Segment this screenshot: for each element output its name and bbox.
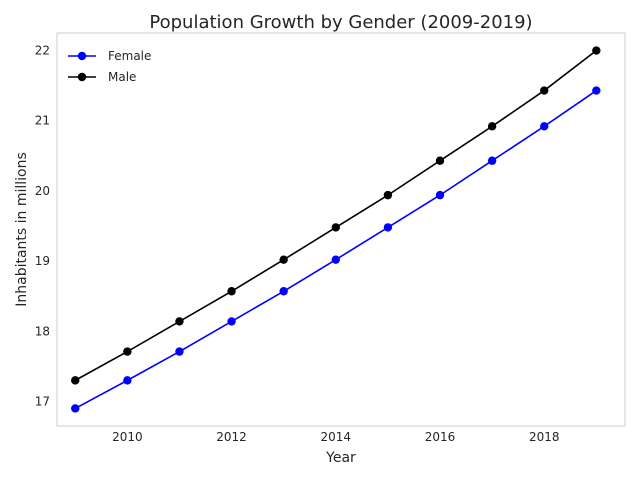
data-point-female (487, 156, 497, 165)
legend: Female Male (68, 49, 151, 84)
y-tick-label: 20 (35, 184, 50, 198)
data-point-male (383, 190, 393, 200)
data-point-female (383, 223, 393, 232)
data-point-male (227, 287, 236, 296)
data-point-male (175, 317, 184, 326)
data-point-male (279, 255, 288, 264)
data-point-female (71, 404, 80, 413)
x-tick-label: 2018 (529, 430, 560, 444)
plot-area (56, 32, 626, 427)
data-point-female (592, 86, 601, 95)
data-point-male (71, 376, 80, 385)
chart-title: Population Growth by Gender (2009-2019) (149, 12, 532, 33)
legend-label-male: Male (108, 70, 136, 84)
x-tick-label: 2014 (321, 430, 352, 444)
x-tick-label: 2016 (425, 430, 456, 444)
data-point-male (123, 347, 132, 356)
x-tick-label: 2010 (112, 430, 143, 444)
y-tick-label: 19 (35, 254, 50, 268)
x-axis-ticks: 2010 2012 2014 2016 2018 (112, 430, 559, 444)
data-point-female (175, 347, 184, 356)
data-point-female (435, 190, 445, 200)
y-tick-label: 21 (35, 114, 50, 128)
data-point-female (279, 287, 288, 296)
series-layer (71, 46, 601, 413)
data-point-male (435, 156, 445, 165)
data-point-female (227, 317, 236, 326)
legend-marker-female (77, 51, 87, 61)
data-point-male (331, 223, 340, 232)
legend-marker-male (77, 72, 87, 82)
data-point-female (331, 255, 340, 264)
data-point-male (487, 122, 497, 131)
data-point-female (123, 376, 132, 385)
y-axis-ticks: 17 18 19 20 21 22 (35, 44, 50, 409)
x-axis-label: Year (325, 450, 356, 466)
data-point-male (540, 86, 549, 95)
y-tick-label: 22 (35, 44, 50, 58)
data-point-male (592, 46, 601, 55)
x-tick-label: 2012 (216, 430, 247, 444)
legend-label-female: Female (108, 49, 151, 63)
y-tick-label: 17 (35, 394, 50, 408)
y-axis-label: Inhabitants in millions (14, 152, 30, 307)
y-tick-label: 18 (35, 324, 50, 338)
data-point-female (540, 122, 549, 131)
